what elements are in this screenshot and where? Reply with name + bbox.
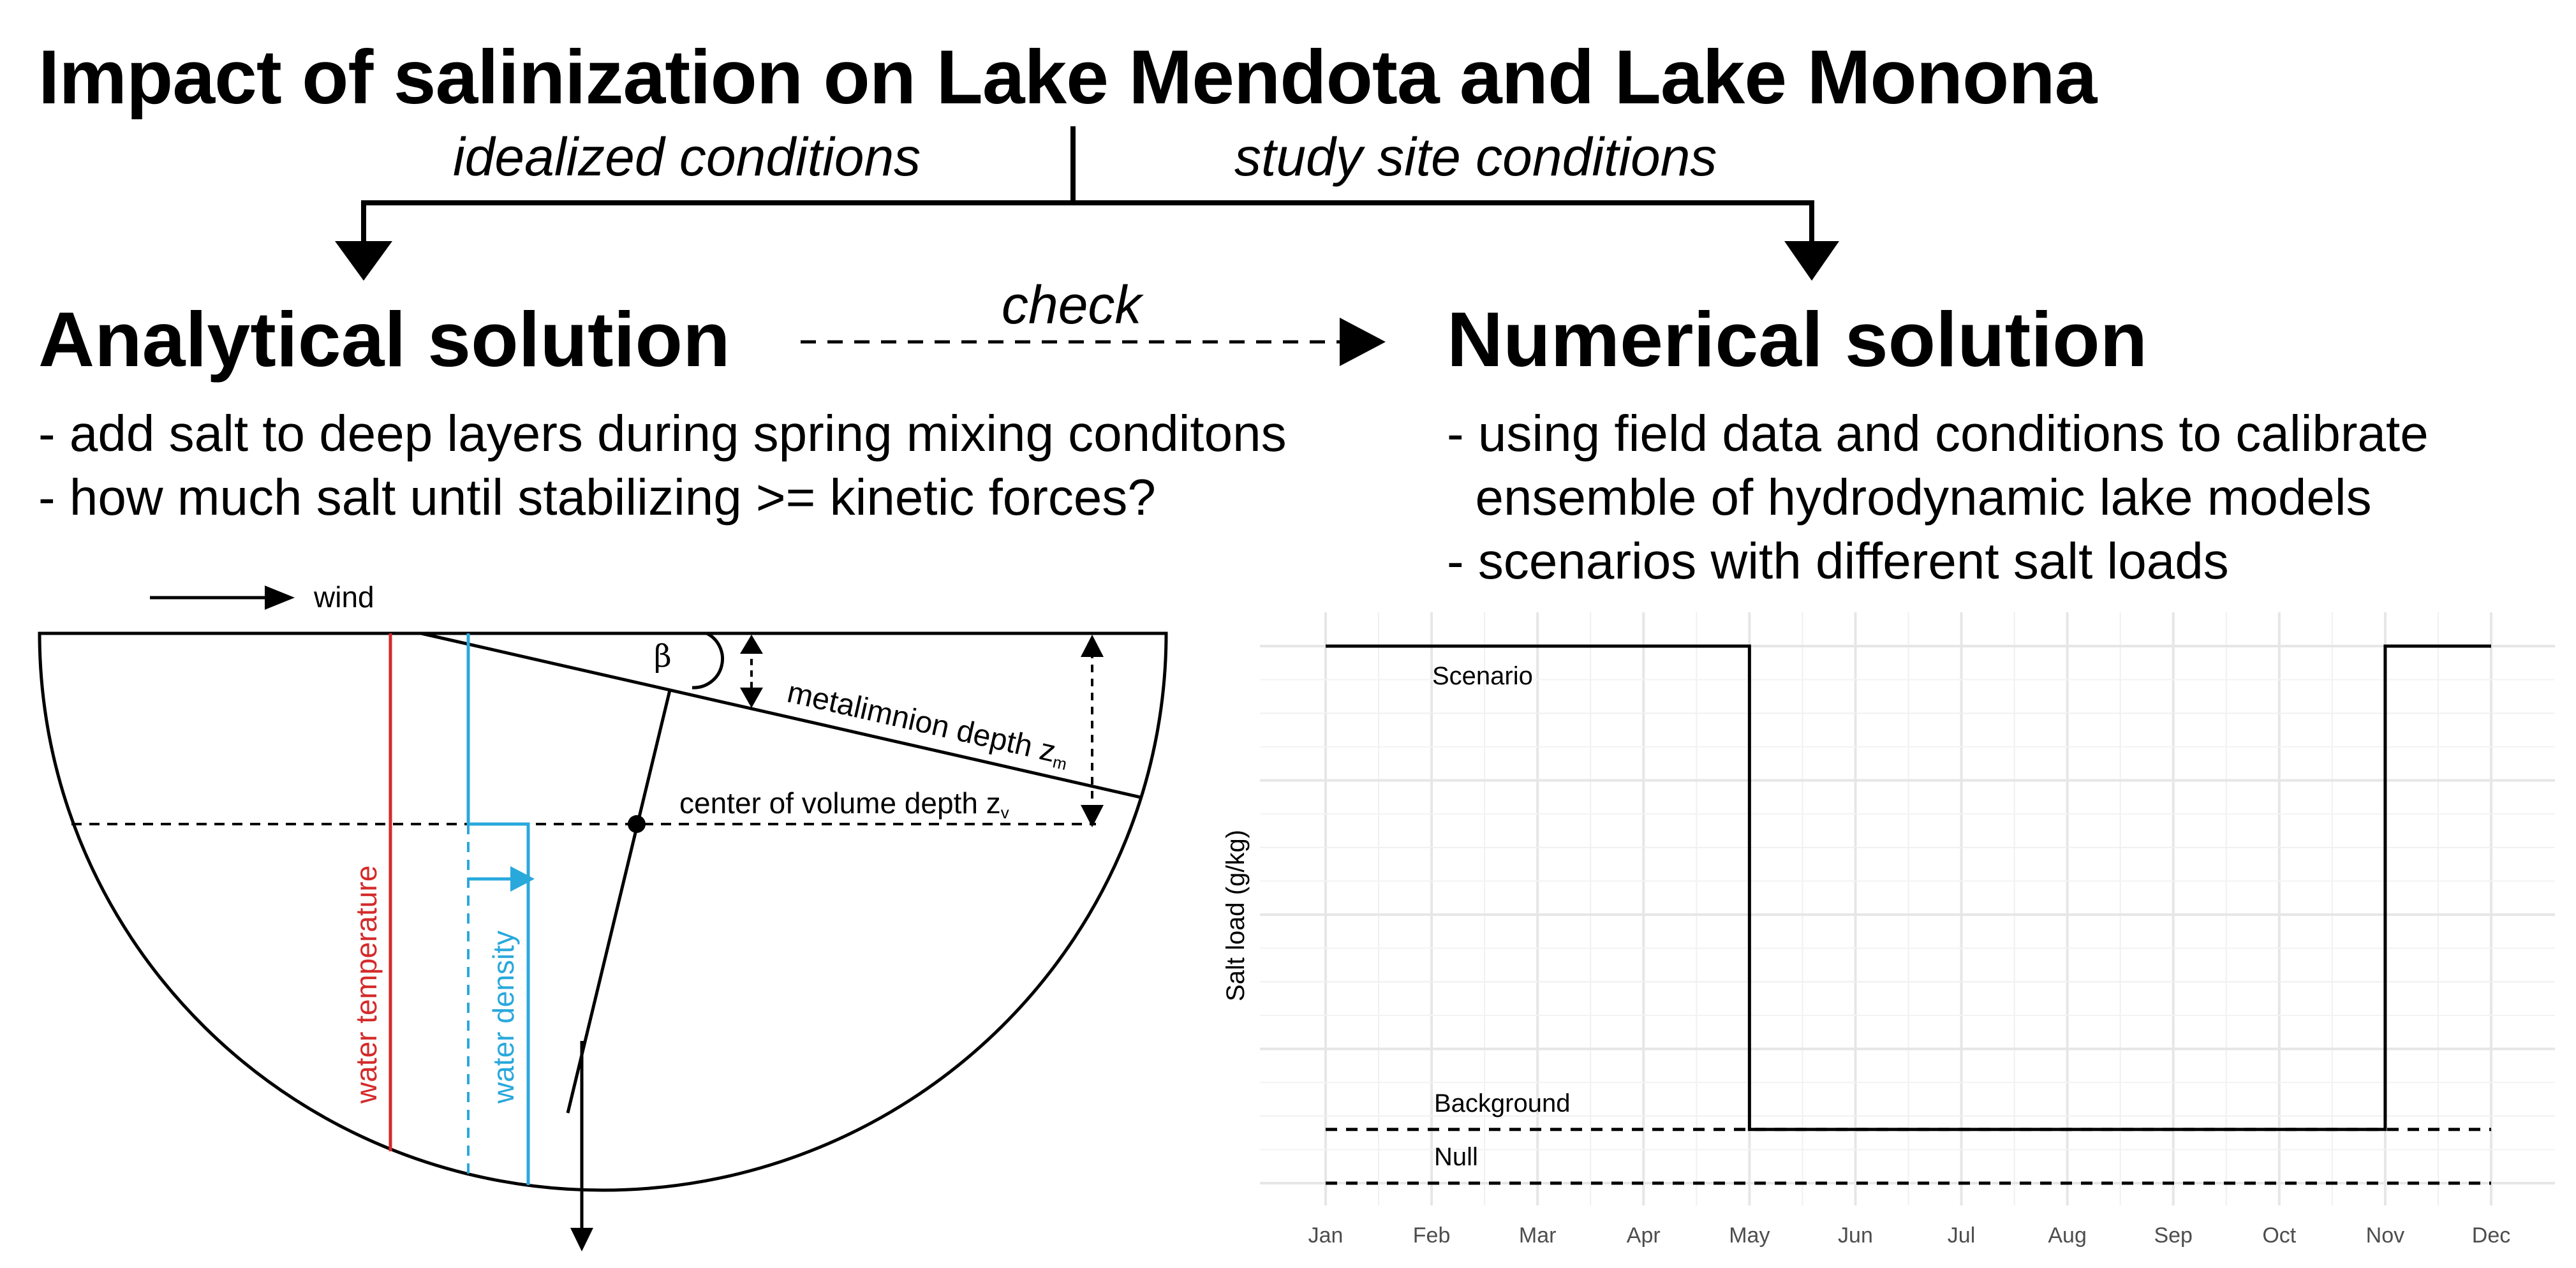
beta-label: β [654, 638, 672, 674]
branch-label-study-site: study site conditions [1234, 127, 1717, 187]
chart-x-ticks: Jan Feb Mar Apr May Jun Jul Aug Sep Oct Nov Dec [1308, 1223, 2511, 1248]
beta-arc [692, 631, 725, 689]
metalimnion-label: metalimnion depth zm [784, 675, 1072, 774]
arrow-down-left-icon [335, 241, 392, 281]
lake-basin [38, 631, 1168, 1192]
x-tick-label: Jul [1948, 1223, 1975, 1248]
chart-series-labels: Scenario Background Null [1432, 662, 1570, 1171]
wind-arrow-icon [265, 586, 295, 610]
x-tick-label: Mar [1519, 1223, 1557, 1248]
x-tick-label: Sep [2154, 1223, 2193, 1248]
metalimnion-label-text: metalimnion depth z [784, 675, 1059, 769]
chart-grid [1260, 612, 2555, 1205]
x-tick-label: Jun [1838, 1223, 1873, 1248]
series-line-scenario [1326, 644, 2491, 1132]
metalimnion-label-sub: m [1051, 752, 1069, 774]
x-tick-label: Aug [2048, 1223, 2087, 1248]
arrow-up-icon [1081, 635, 1104, 657]
chart-y-axis-label: Salt load (g/kg) [1222, 830, 1250, 1001]
chart-series [1326, 644, 2491, 1185]
numerical-bullet-3: - scenarios with different salt loads [1447, 533, 2229, 589]
arrow-down-icon [740, 688, 763, 708]
page-title: Impact of salinization on Lake Mendota a… [38, 34, 2097, 120]
gravity-arrow-icon [570, 1228, 593, 1251]
arrow-up-icon [740, 635, 763, 654]
wind-label: wind [313, 580, 374, 614]
x-tick-label: May [1729, 1223, 1770, 1248]
check-label: check [1002, 275, 1142, 335]
x-tick-label: Feb [1413, 1223, 1451, 1248]
water-temperature-label: water temperature [350, 866, 383, 1104]
arrow-down-right-icon [1784, 241, 1839, 281]
x-tick-label: Nov [2366, 1223, 2404, 1248]
series-label: Scenario [1432, 662, 1533, 690]
analytical-heading: Analytical solution [38, 296, 730, 383]
series-label: Background [1434, 1089, 1570, 1117]
check-arrow-icon [1340, 318, 1386, 366]
center-of-volume-point [628, 815, 646, 833]
tilted-axis-line [566, 689, 672, 1114]
x-tick-label: Dec [2472, 1223, 2510, 1248]
numerical-bullet-1: - using field data and conditions to cal… [1447, 405, 2429, 462]
branch-bar-line [361, 200, 1814, 258]
water-density-line [466, 633, 530, 1185]
center-label: center of volume depth zv [679, 786, 1009, 822]
series-label: Null [1434, 1143, 1478, 1171]
branch-label-idealized: idealized conditions [453, 127, 921, 187]
density-shift-arrow-icon [510, 866, 535, 892]
arrow-down-icon [1081, 805, 1104, 827]
x-tick-label: Jan [1308, 1223, 1344, 1248]
x-tick-label: Oct [2262, 1223, 2296, 1248]
center-label-text: center of volume depth z [679, 786, 1001, 820]
water-density-label: water density [487, 931, 520, 1104]
analytical-bullet-1: - add salt to deep layers during spring … [38, 405, 1287, 462]
x-tick-label: Apr [1627, 1223, 1661, 1248]
metalimnion-line [420, 631, 1141, 799]
numerical-heading: Numerical solution [1447, 296, 2148, 383]
numerical-bullet-2: ensemble of hydrodynamic lake models [1447, 469, 2372, 526]
analytical-bullet-2: - how much salt until stabilizing >= kin… [38, 469, 1156, 526]
center-label-sub: v [1001, 803, 1009, 822]
